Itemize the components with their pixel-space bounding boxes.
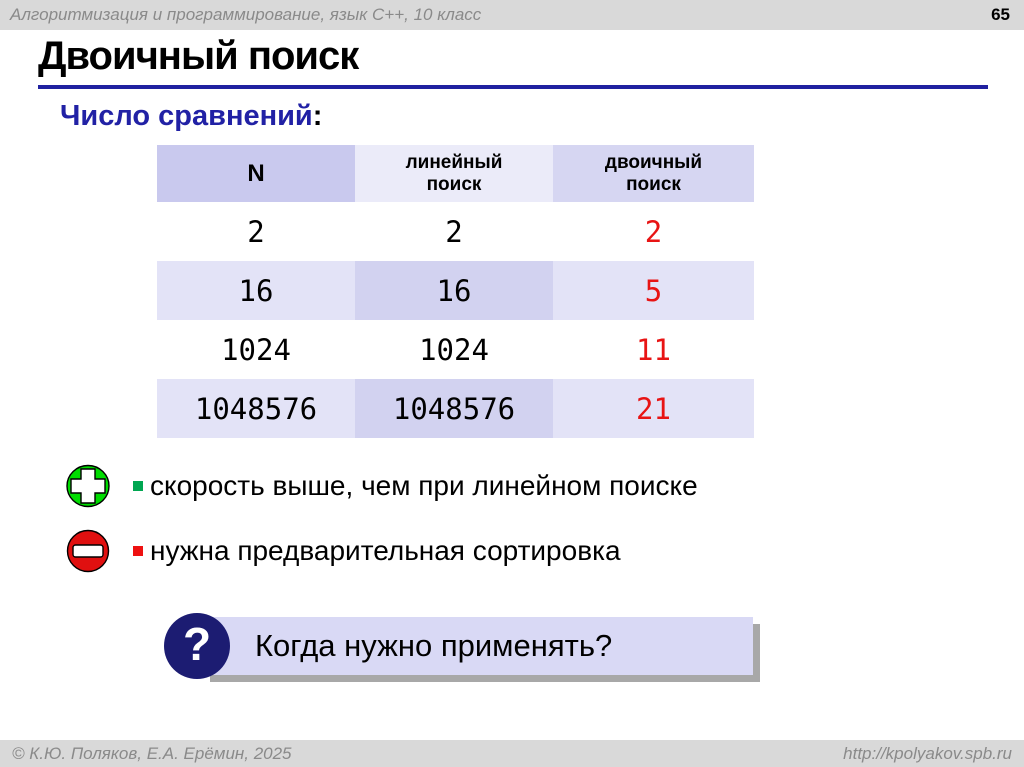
col-header-binary: двоичный поиск	[553, 145, 754, 202]
cell-linear: 2	[445, 214, 463, 249]
disadvantage-row: нужна предварительная сортировка	[66, 529, 621, 573]
cell-n: 1024	[221, 332, 291, 367]
question-text: Когда нужно применять?	[255, 628, 613, 663]
bullet-square-icon	[133, 481, 143, 491]
cell-n: 1048576	[157, 379, 355, 438]
table-row: 16 16 5	[157, 261, 754, 320]
cell-binary: 21	[553, 379, 754, 438]
cell-binary: 5	[553, 261, 754, 320]
subtitle-colon: :	[312, 100, 323, 132]
subtitle-label: Число сравнений	[60, 100, 313, 132]
minus-icon	[66, 529, 110, 573]
title-underline	[38, 85, 988, 89]
bullet-square-icon	[133, 546, 143, 556]
slide-title: Двоичный поиск	[38, 34, 359, 78]
question-icon: ?	[164, 613, 230, 679]
advantage-row: скорость выше, чем при линейном поиске	[66, 464, 698, 508]
comparison-table: N линейный поиск двоичный поиск 2 2 2 16…	[157, 145, 754, 438]
cell-n: 16	[157, 261, 355, 320]
page-number: 65	[991, 5, 1010, 24]
cell-linear: 16	[355, 261, 553, 320]
footer-copyright: © К.Ю. Поляков, Е.А. Ерёмин, 2025	[12, 743, 292, 763]
col-header-n: N	[157, 145, 355, 202]
question-box: Когда нужно применять?	[203, 617, 753, 675]
table-row: 2 2 2	[157, 202, 754, 261]
subtitle: Число сравнений:	[60, 100, 322, 133]
table-row: 1048576 1048576 21	[157, 379, 754, 438]
cell-linear: 1024	[419, 332, 489, 367]
plus-icon	[66, 464, 110, 508]
cell-n: 2	[247, 214, 265, 249]
col-header-linear: линейный поиск	[355, 145, 553, 202]
advantage-text: скорость выше, чем при линейном поиске	[150, 470, 698, 501]
table-header-row: N линейный поиск двоичный поиск	[157, 145, 754, 202]
top-bar: Алгоритмизация и программирование, язык …	[0, 0, 1024, 30]
table-row: 1024 1024 11	[157, 320, 754, 379]
cell-binary: 2	[644, 214, 663, 249]
footer-url[interactable]: http://kpolyakov.spb.ru	[843, 743, 1012, 763]
disadvantage-text: нужна предварительная сортировка	[150, 535, 621, 566]
course-title: Алгоритмизация и программирование, язык …	[10, 5, 482, 24]
cell-binary: 11	[636, 332, 671, 367]
question-glyph: ?	[182, 618, 212, 670]
cell-linear: 1048576	[355, 379, 553, 438]
footer-bar: © К.Ю. Поляков, Е.А. Ерёмин, 2025 http:/…	[0, 740, 1024, 767]
